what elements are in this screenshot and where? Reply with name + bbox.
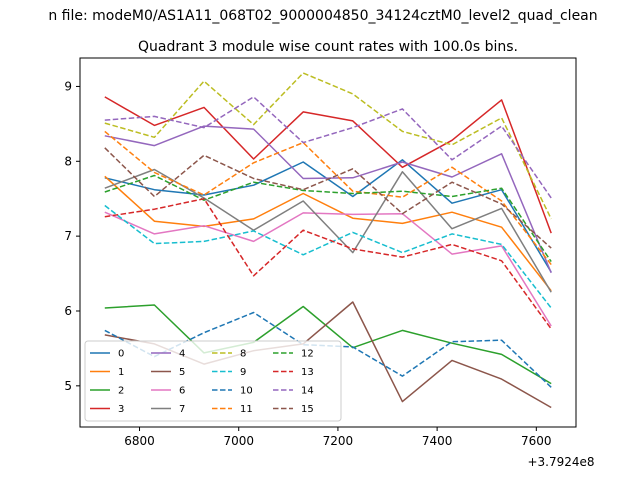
legend-label-3: 3 (118, 404, 124, 415)
x-tick-label: 6800 (124, 434, 155, 448)
series-line-8 (104, 72, 552, 220)
legend-label-11: 11 (240, 404, 253, 415)
legend-box (84, 340, 342, 422)
y-axis: 5 6 7 8 9 (64, 79, 80, 393)
legend-label-13: 13 (301, 367, 314, 378)
x-axis: 6800 7000 7200 7400 7600 (124, 427, 552, 448)
x-tick-label: 7600 (521, 434, 552, 448)
chart-title: Quadrant 3 module wise count rates with … (138, 39, 518, 55)
series-line-2 (104, 304, 552, 385)
legend-label-4: 4 (179, 349, 185, 360)
y-tick-label: 9 (64, 79, 72, 93)
axes-frame (79, 57, 577, 428)
y-tick-label: 7 (64, 229, 72, 243)
y-tick-label: 6 (64, 304, 72, 318)
series-line-9 (104, 204, 552, 309)
y-tick-label: 5 (64, 379, 72, 393)
series-line-14 (104, 96, 552, 199)
series-line-4 (104, 125, 552, 274)
x-tick-label: 7400 (422, 434, 453, 448)
legend-label-0: 0 (118, 349, 124, 360)
series-line-12 (104, 174, 552, 263)
legend-label-1: 1 (118, 367, 124, 378)
legend-label-5: 5 (179, 367, 185, 378)
x-axis-offset-label: +3.7924e8 (527, 455, 594, 469)
y-tick-label: 8 (64, 154, 72, 168)
series-line-11 (104, 130, 552, 266)
legend-label-10: 10 (240, 386, 253, 397)
series-line-13 (104, 197, 552, 330)
legend-label-12: 12 (301, 349, 314, 360)
legend-label-8: 8 (240, 349, 246, 360)
legend-label-7: 7 (179, 404, 185, 415)
series-line-15 (104, 147, 552, 249)
x-tick-label: 7000 (223, 434, 254, 448)
legend-label-15: 15 (301, 404, 314, 415)
legend-label-9: 9 (240, 367, 246, 378)
series-line-1 (104, 175, 552, 292)
legend-label-14: 14 (301, 386, 314, 397)
legend-label-2: 2 (118, 386, 124, 397)
figure-suptitle: n file: modeM0/AS1A11_068T02_9000004850_… (48, 8, 597, 24)
x-tick-label: 7200 (323, 434, 354, 448)
legend-label-6: 6 (179, 386, 185, 397)
series-line-6 (104, 211, 552, 327)
series-line-3 (104, 96, 552, 234)
